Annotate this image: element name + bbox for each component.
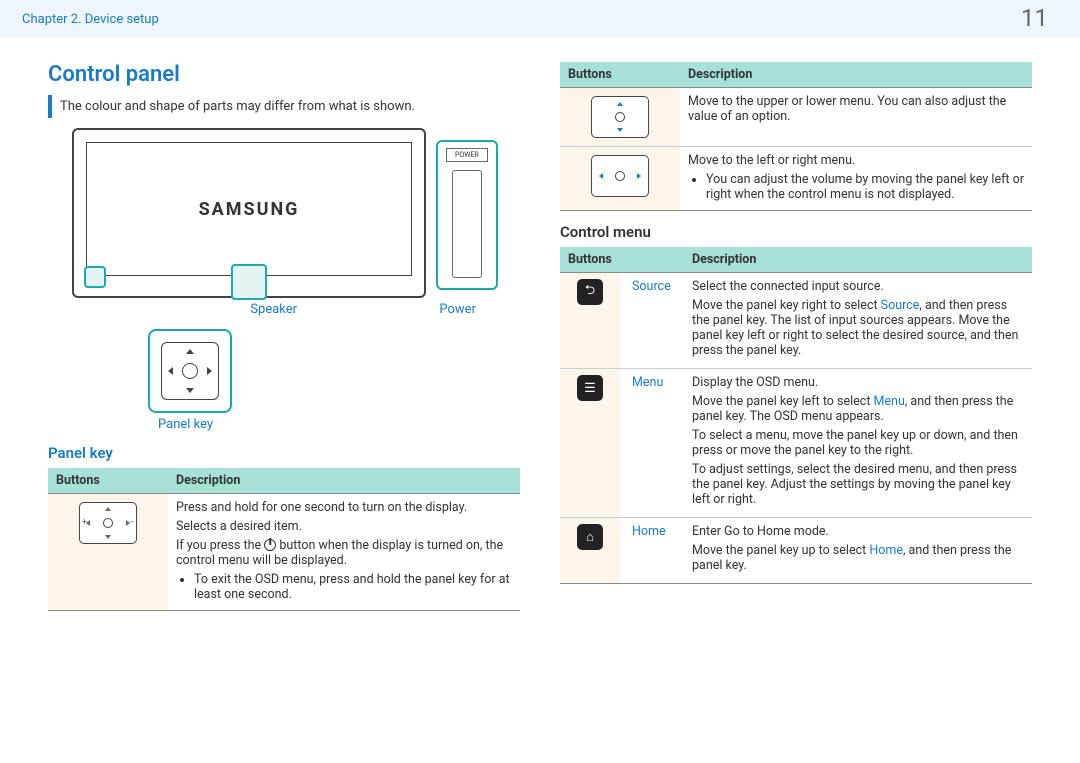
panel-key-label: Panel key [158, 417, 450, 432]
power-callout: POWER [436, 140, 498, 290]
th-buttons: Buttons [48, 468, 168, 494]
panel-key-figure [148, 329, 232, 413]
power-label-icon: POWER [446, 148, 488, 162]
button-cell: +− [48, 494, 168, 611]
home-icon: ⌂ [577, 524, 603, 550]
speaker-callout [84, 266, 106, 288]
source-icon: ⮌ [577, 279, 603, 305]
panel-key-callout [231, 264, 267, 300]
page-header: Chapter 2. Device setup [0, 0, 1080, 38]
th-description: Description [168, 468, 520, 494]
description-cell: Select the connected input source. Move … [684, 273, 1032, 369]
description-cell: Display the OSD menu. Move the panel key… [684, 369, 1032, 518]
table-row: +− Press and hold for one second to turn… [48, 494, 520, 611]
button-cell: ☰ [560, 369, 620, 518]
note: The colour and shape of parts may differ… [48, 95, 520, 118]
control-menu-table: Buttons Description ⮌ Source Select the … [560, 247, 1032, 584]
home-label: Home [628, 524, 666, 539]
page-number: 11 [1021, 4, 1048, 32]
control-menu-heading: Control menu [560, 223, 1032, 241]
brand-logo: SAMSUNG [199, 199, 300, 220]
description-cell: Move to the upper or lower menu. You can… [680, 88, 1032, 147]
source-label: Source [628, 279, 671, 294]
dpad-full-icon: +− [79, 502, 137, 544]
power-plug-icon [452, 170, 482, 278]
menu-label: Menu [628, 375, 663, 390]
button-cell: ⮌ [560, 273, 620, 369]
description-cell: Move to the left or right menu. You can … [680, 147, 1032, 211]
button-cell [560, 88, 680, 147]
speaker-label: Speaker [250, 302, 297, 317]
power-label: Power [439, 302, 476, 317]
description-cell: Press and hold for one second to turn on… [168, 494, 520, 611]
power-icon [264, 539, 276, 551]
device-figure: SAMSUNG POWER [72, 128, 426, 298]
panel-key-table: Buttons Description +− Press and hold fo… [48, 468, 520, 611]
dpad-leftright-icon [591, 155, 649, 197]
left-column: Control panel The colour and shape of pa… [48, 62, 520, 611]
table-row: Move to the left or right menu. You can … [560, 147, 1032, 211]
menu-icon: ☰ [577, 375, 603, 401]
button-cell: ⌂ [560, 518, 620, 584]
device-screen: SAMSUNG [86, 142, 412, 276]
dpad-icon [161, 342, 219, 400]
table-row: ⌂ Home Enter Go to Home mode. Move the p… [560, 518, 1032, 584]
panel-key-heading: Panel key [48, 444, 520, 462]
table-row: Move to the upper or lower menu. You can… [560, 88, 1032, 147]
table-row: ☰ Menu Display the OSD menu. Move the pa… [560, 369, 1032, 518]
button-cell [560, 147, 680, 211]
dpad-updown-icon [591, 96, 649, 138]
description-cell: Enter Go to Home mode. Move the panel ke… [684, 518, 1032, 584]
th-description: Description [684, 247, 1032, 273]
th-buttons: Buttons [560, 247, 684, 273]
section-title: Control panel [48, 62, 520, 87]
table-row: ⮌ Source Select the connected input sour… [560, 273, 1032, 369]
right-column: Buttons Description Move to the upper or… [560, 62, 1032, 611]
direction-table: Buttons Description Move to the upper or… [560, 62, 1032, 211]
chapter-label: Chapter 2. Device setup [22, 12, 159, 27]
th-buttons: Buttons [560, 62, 680, 88]
th-description: Description [680, 62, 1032, 88]
